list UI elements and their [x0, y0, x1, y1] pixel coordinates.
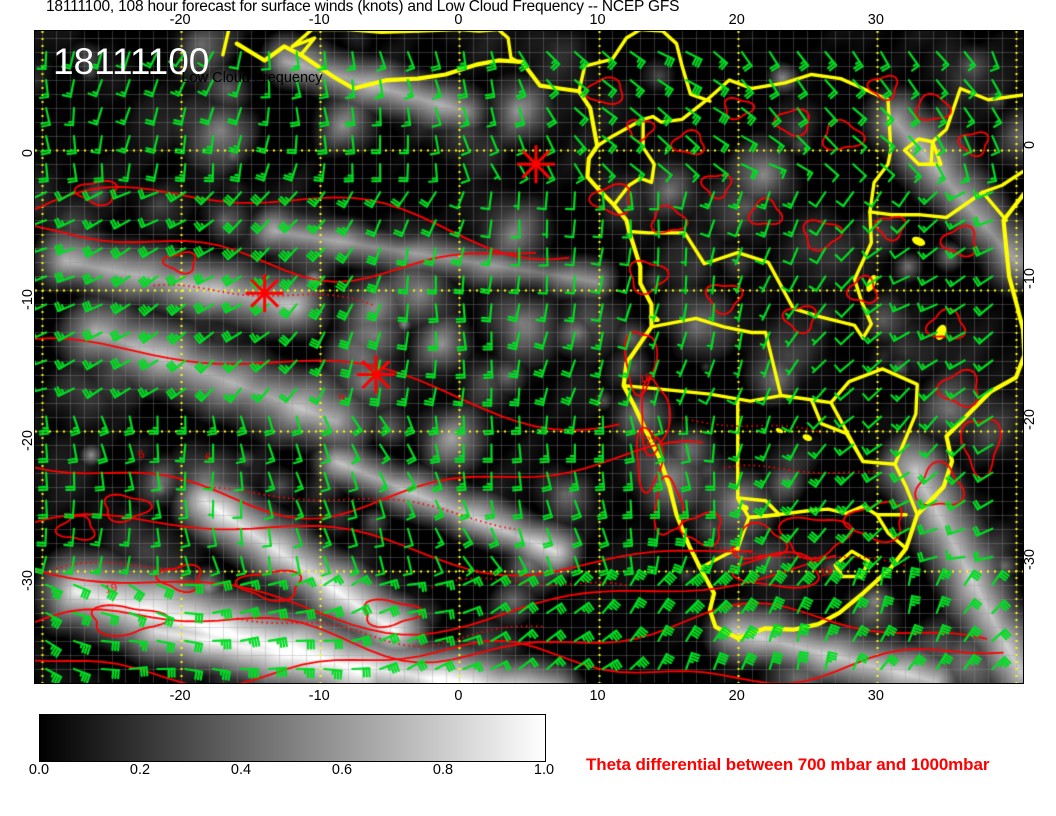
- axis-tick-label: -10: [20, 289, 36, 311]
- axis-tick-label: -30: [1022, 548, 1038, 570]
- axis-tick-label: -10: [1022, 268, 1038, 290]
- colorbar-tick-label: 0.2: [129, 762, 151, 778]
- colorbar-gradient: [39, 714, 546, 762]
- axis-tick-label: 30: [867, 12, 884, 28]
- axis-tick-label: 0: [1022, 141, 1038, 150]
- axis-tick-label: 30: [867, 688, 884, 704]
- colorbar: 0.0 0.2 0.4 0.6 0.8 1.0: [29, 714, 554, 778]
- colorbar-tick-label: 1.0: [533, 762, 555, 778]
- colorbar-tick-label: 0.4: [230, 762, 252, 778]
- theta-differential-note: Theta differential between 700 mbar and …: [586, 755, 990, 774]
- axis-tick-label: -20: [1022, 408, 1038, 430]
- axis-tick-label: 10: [589, 12, 606, 28]
- axis-tick-label: -20: [169, 12, 191, 28]
- axis-tick-label: 0: [454, 688, 463, 704]
- axis-tick-label: -10: [308, 12, 330, 28]
- colorbar-tick-label: 0.6: [331, 762, 353, 778]
- axis-tick-label: -30: [20, 569, 36, 591]
- axis-tick-label: 20: [728, 688, 745, 704]
- map-plot-area: 18111100: [34, 30, 1024, 684]
- page-title: 18111100, 108 hour forecast for surface …: [46, 0, 680, 15]
- colorbar-tick-label: 0.0: [28, 762, 50, 778]
- colorbar-tick-label: 0.8: [432, 762, 454, 778]
- axis-tick-label: 0: [454, 12, 463, 28]
- axis-tick-label: 20: [728, 12, 745, 28]
- axis-tick-label: 0: [20, 149, 36, 158]
- colorbar-label: Low Cloud Frequency: [181, 70, 323, 86]
- axis-tick-label: -10: [308, 688, 330, 704]
- map-canvas: [35, 31, 1023, 683]
- axis-tick-label: -20: [20, 429, 36, 451]
- axis-tick-label: 10: [589, 688, 606, 704]
- axis-tick-label: -20: [169, 688, 191, 704]
